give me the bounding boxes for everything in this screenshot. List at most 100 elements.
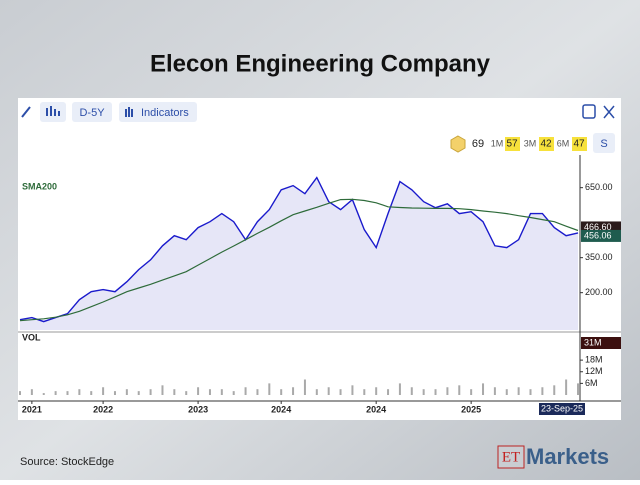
volume-bar [113,391,116,395]
indicators-label: Indicators [141,107,189,119]
toolbar: D-5Y Indicators [21,102,615,122]
logo-box [497,445,525,469]
source: Source: StockEdge [20,456,114,468]
volume-bar [470,389,473,395]
sma-line [19,198,579,322]
rating-period: 3M [524,138,537,148]
x-tick-label: 2025 [461,404,481,414]
volume-bar [102,387,105,395]
save-icon[interactable] [582,104,596,119]
price-tag [581,229,621,242]
price-tag-label: 456.06 [584,230,612,240]
logo-et: ET [502,449,520,465]
close-icon[interactable] [603,105,615,119]
volume-bar [149,389,152,395]
volume-bar [565,379,568,395]
price-line [19,176,579,323]
volume-bar [185,391,188,395]
plot: 2021 2022 2023 2024 2024 2025 650.00 350.00 200.… [19,176,621,415]
rating-value: 57 [506,139,518,150]
volume-bar [208,389,211,395]
y2-tick-label: 12M [585,366,603,376]
period-button[interactable] [72,102,112,122]
rating-value: 47 [573,139,585,150]
volume-bar [387,389,390,395]
logo-markets: Markets [526,444,609,469]
rating-box [539,137,554,151]
volume-bar [42,393,45,395]
volume-bar [244,387,247,395]
volume-bar [505,389,508,395]
y-tick-label: 350.00 [585,252,613,262]
volume-bar [292,387,295,395]
volume-bar [280,389,283,395]
volume-bar [410,387,413,395]
rating-period: 6M [557,138,570,148]
rating-score: 69 [472,138,484,150]
volume-bar [268,383,271,395]
price-tag-label: 466.60 [584,222,612,232]
volume-bar [553,385,556,395]
volume-bar [125,389,128,395]
draw-icon[interactable] [21,106,31,118]
x-tick-label: 2024 [271,404,291,414]
volume-bar [339,389,342,395]
volume-bar [541,387,544,395]
date-tag: 23-Sep-25 [541,403,583,413]
volume-bar [66,391,69,395]
volume-bar [173,389,176,395]
volume-bar [577,383,579,395]
x-tick-label: 2023 [188,404,208,414]
volume-bar [315,389,318,395]
indicators-button[interactable] [119,102,197,122]
volume-bar [54,391,57,395]
volume-bar [220,389,223,395]
x-tick-label: 2022 [93,404,113,414]
y-tick-label: 650.00 [585,182,613,192]
volume-bar [375,387,378,395]
rating-box [505,137,520,151]
volume-bar [78,389,81,395]
price-area [20,177,578,330]
rating-value: 42 [540,139,552,150]
volume-bar [30,389,33,395]
volume-bar [90,391,93,395]
x-tick-label: 2024 [366,404,386,414]
volume-bar [363,389,366,395]
sma-label: SMA200 [22,181,57,191]
rating-icon [450,135,466,153]
period-label: D-5Y [79,107,105,119]
volume-bar [458,385,461,395]
volume-bar [493,387,496,395]
rating-box [572,137,587,151]
volume-bar [482,383,485,395]
volume-bar [517,387,520,395]
volume-tag-box [581,337,621,349]
volume-bar [197,387,200,395]
volume-bar [351,385,354,395]
vol-label: VOL [22,332,41,342]
chart-type-button[interactable] [40,102,66,122]
volume-bar [398,383,401,395]
volume-bar [422,389,425,395]
volume-tag: 31M [584,337,602,347]
volume-bar [161,385,164,395]
volume-bar [137,391,140,395]
volume-bar [434,389,437,395]
volume-bar [327,387,330,395]
s-label: S [600,138,607,150]
volume-bar [232,391,235,395]
volume-bar [446,387,449,395]
rating-period: 1M [491,138,504,148]
volume-bar [256,389,259,395]
y2-tick-label: 6M [585,378,598,388]
volume-bar [19,391,21,395]
chart-type-icon [46,106,60,116]
s-button[interactable] [593,133,615,153]
y2-tick-label: 18M [585,355,603,365]
title: Elecon Engineering Company [150,50,491,77]
indicators-icon [125,107,133,117]
x-tick-label: 2021 [22,404,42,414]
